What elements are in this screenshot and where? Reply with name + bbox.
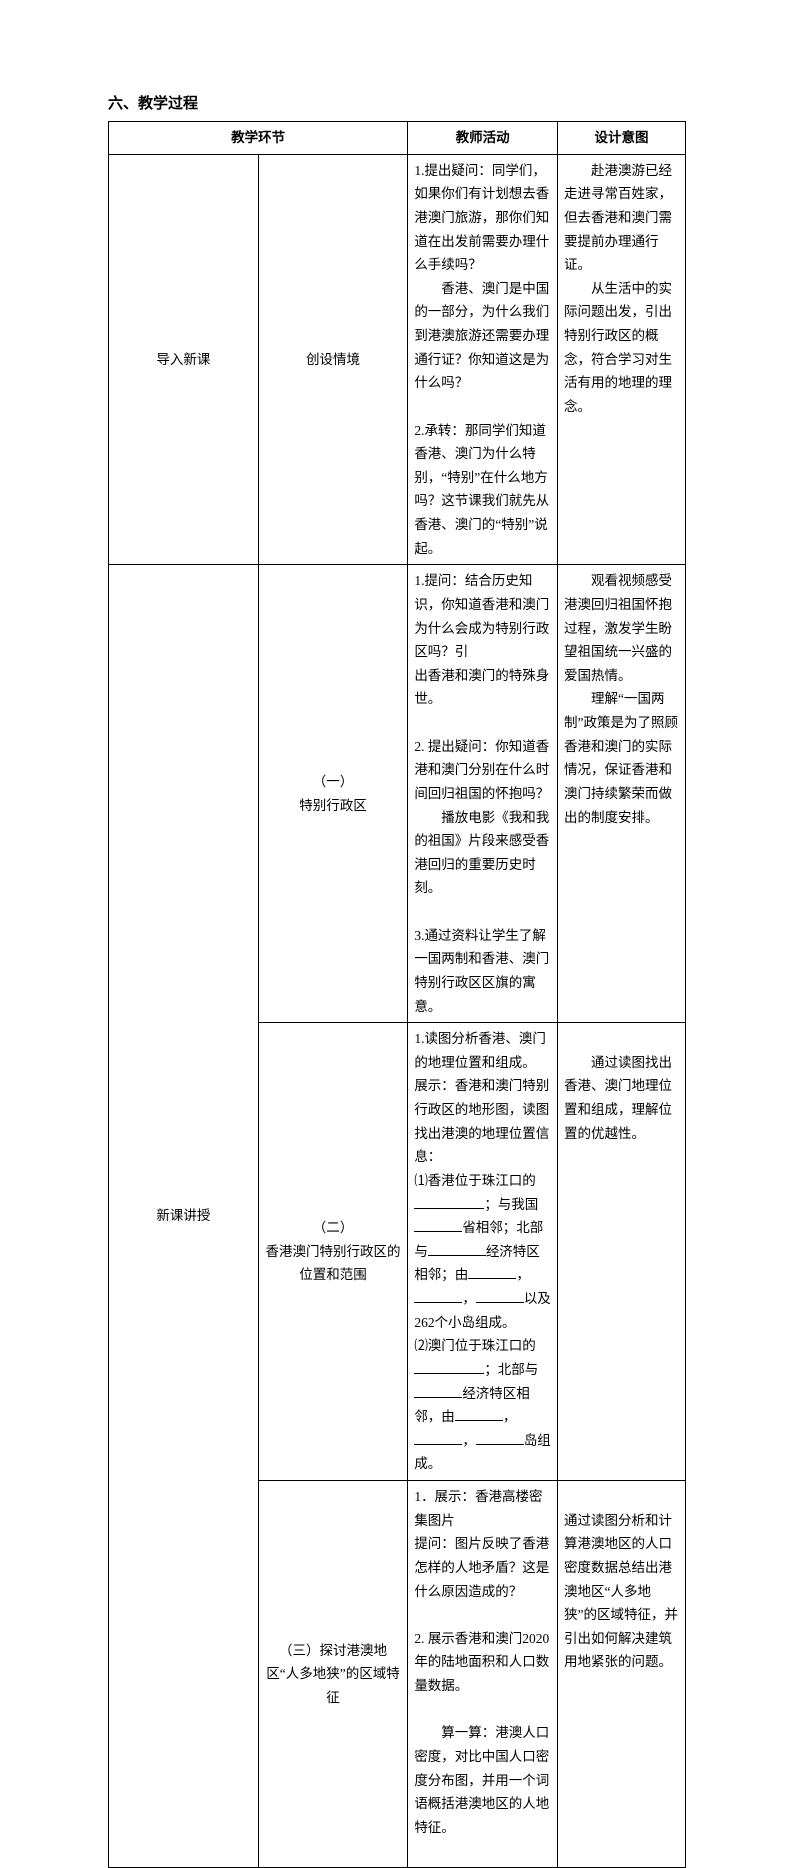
sub-cell-location: （二）香港澳门特别行政区的位置和范围: [258, 1023, 408, 1481]
lesson-process-table: 教学环节 教师活动 设计意图 导入新课 创设情境 1.提出疑问：同学们，如果你们…: [108, 121, 686, 1868]
intent-cell: 观看视频感受港澳回归祖国怀抱过程，激发学生盼望祖国统一兴盛的爱国热情。 理解“一…: [558, 565, 686, 1023]
header-intent: 设计意图: [558, 122, 686, 155]
sub-cell-sar: （一）特别行政区: [258, 565, 408, 1023]
sub-cell-region: （三）探讨港澳地区“人多地狭”的区域特征: [258, 1481, 408, 1868]
table-row: 新课讲授 （一）特别行政区 1.提问：结合历史知识，你知道香港和澳门为什么会成为…: [109, 565, 686, 1023]
activity-cell: 1.提问：结合历史知识，你知道香港和澳门为什么会成为特别行政区吗？引出香港和澳门…: [408, 565, 558, 1023]
activity-cell: 1.提出疑问：同学们，如果你们有计划想去香港澳门旅游，那你们知道在出发前需要办理…: [408, 154, 558, 565]
table-row: 导入新课 创设情境 1.提出疑问：同学们，如果你们有计划想去香港澳门旅游，那你们…: [109, 154, 686, 565]
sub-cell-scenario: 创设情境: [258, 154, 408, 565]
header-activity: 教师活动: [408, 122, 558, 155]
activity-cell: 1．展示：香港高楼密集图片提问：图片反映了香港怎样的人地矛盾？这是什么原因造成的…: [408, 1481, 558, 1868]
header-stage: 教学环节: [109, 122, 408, 155]
intent-cell: 赴港澳游已经走进寻常百姓家，但去香港和澳门需要提前办理通行证。 从生活中的实际问…: [558, 154, 686, 565]
table-header-row: 教学环节 教师活动 设计意图: [109, 122, 686, 155]
stage-cell-newlesson: 新课讲授: [109, 565, 259, 1868]
intent-cell: 通过读图找出香港、澳门地理位置和组成，理解位置的优越性。: [558, 1023, 686, 1481]
intent-cell: 通过读图分析和计算港澳地区的人口密度数据总结出港澳地区“人多地狭”的区域特征，并…: [558, 1481, 686, 1868]
section-heading: 六、教学过程: [108, 90, 686, 117]
stage-cell-intro: 导入新课: [109, 154, 259, 565]
activity-cell: 1.读图分析香港、澳门的地理位置和组成。展示：香港和澳门特别行政区的地形图，读图…: [408, 1023, 558, 1481]
